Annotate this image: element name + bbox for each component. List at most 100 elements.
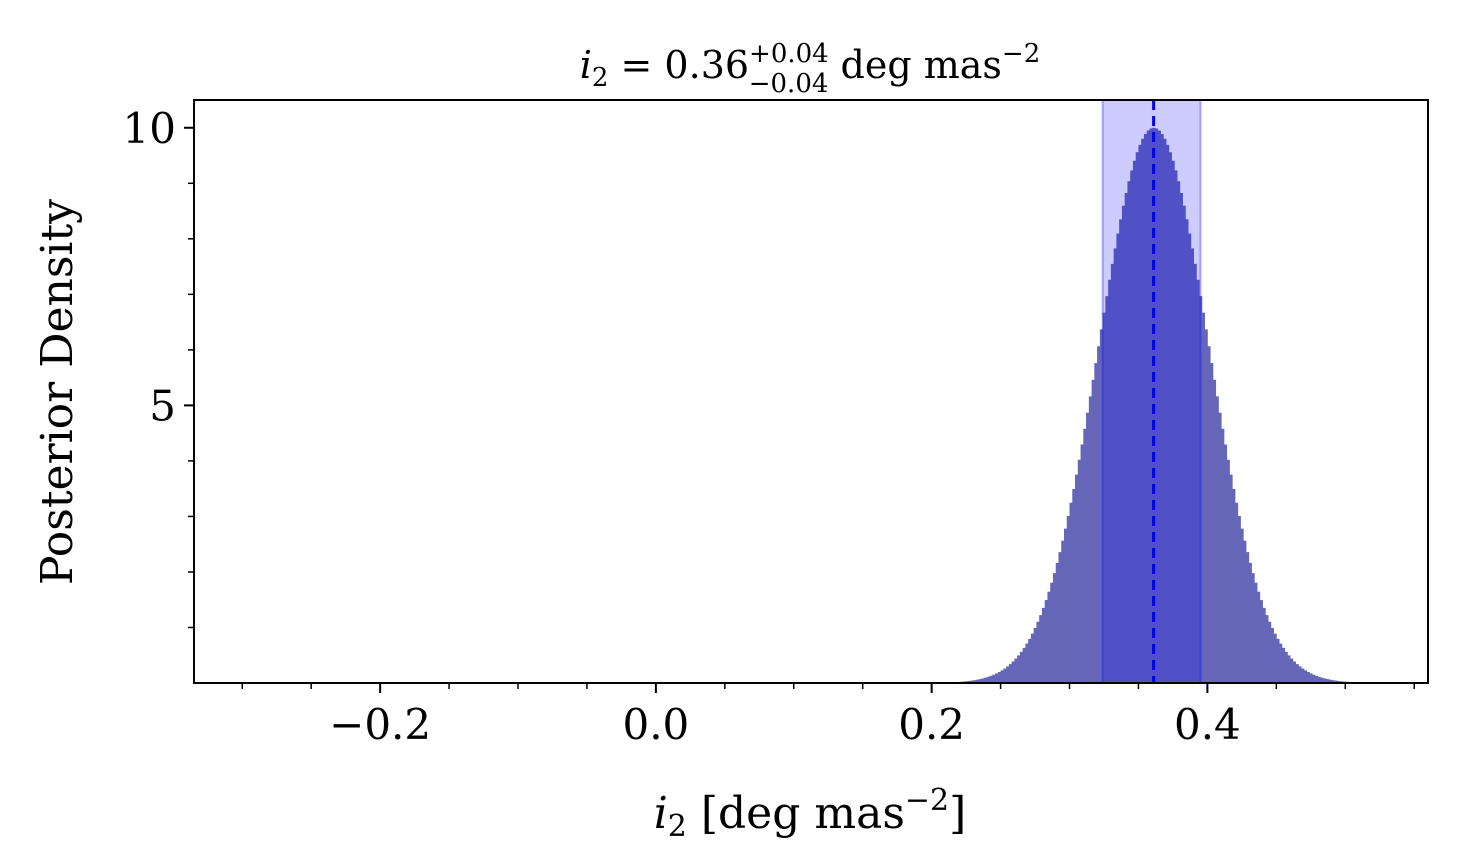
histogram-bar <box>1080 444 1084 683</box>
histogram-bar <box>967 680 971 683</box>
histogram-bar <box>1207 346 1211 683</box>
histogram-bar <box>1174 170 1178 683</box>
histogram-bar <box>1116 233 1120 684</box>
histogram-bar <box>1022 647 1026 683</box>
histogram-bar <box>1196 279 1200 683</box>
histogram-bar <box>1102 312 1106 683</box>
histogram-bar <box>1135 152 1139 683</box>
histogram-bar <box>1309 673 1313 683</box>
histogram-bar <box>1050 582 1054 683</box>
histogram-bar <box>1000 670 1004 683</box>
histogram-bar <box>1110 263 1115 683</box>
histogram-bar <box>1141 138 1145 683</box>
histogram-bar <box>1017 655 1021 683</box>
histogram-bar <box>1146 130 1150 683</box>
histogram-bar <box>1039 615 1043 683</box>
x-tick-label: −0.2 <box>329 700 431 749</box>
histogram-bar <box>1019 651 1024 683</box>
histogram-bar <box>1237 515 1241 683</box>
histogram-bar <box>1171 160 1175 683</box>
axes: −0.2 0.0 0.2 0.4 5 10 <box>123 99 1429 749</box>
histogram-bar <box>1132 160 1137 683</box>
title-var: i <box>580 43 592 87</box>
histogram-bar <box>1328 679 1332 683</box>
title-lo: −0.04 <box>749 69 829 99</box>
histogram-bar <box>1119 219 1123 684</box>
histogram-bar <box>1113 248 1117 683</box>
histogram-bar <box>1008 664 1013 683</box>
histogram-bar <box>1044 600 1048 683</box>
histogram-bar <box>1320 677 1324 683</box>
histogram-bar <box>1193 263 1197 683</box>
title-sub: 2 <box>592 63 609 93</box>
histogram-bar <box>1099 329 1104 683</box>
histogram-bar <box>1177 181 1181 684</box>
histogram-bar <box>1028 638 1032 683</box>
histogram-bar <box>1212 379 1217 683</box>
histogram-bar <box>997 671 1001 683</box>
histogram-bar <box>1229 474 1233 683</box>
x-tick-label: 0.0 <box>622 700 689 749</box>
histogram-bar <box>1166 144 1170 684</box>
histogram-bar <box>1157 130 1161 683</box>
histogram-bar <box>1003 668 1007 683</box>
histogram-bar <box>1215 396 1219 683</box>
histogram-bar <box>986 676 990 683</box>
histogram-bar <box>1334 680 1338 683</box>
histogram-bar <box>1270 627 1274 683</box>
histogram-bar <box>992 674 996 683</box>
histogram-bar <box>1251 573 1255 683</box>
title-unit: deg mas <box>828 43 1002 87</box>
histogram-bar <box>1094 363 1098 683</box>
histogram-bar <box>1218 412 1222 683</box>
histogram-bar <box>1262 607 1266 683</box>
histogram-bar <box>1323 678 1327 683</box>
histogram-bar <box>1033 627 1037 683</box>
histogram-bar <box>1221 428 1225 683</box>
x-tick-label: 0.4 <box>1174 700 1241 749</box>
histogram-bar <box>1273 633 1277 683</box>
histogram-bar <box>981 678 985 683</box>
histogram-bar <box>1337 680 1341 683</box>
histogram-bar <box>1105 296 1109 683</box>
histogram-bar <box>1259 600 1263 683</box>
x-tick-label: 0.2 <box>898 700 965 749</box>
histogram-bar <box>1199 296 1203 683</box>
chart-title: i2 = 0.36+0.04 −0.04 deg mas−2 <box>580 39 1041 99</box>
title-eq: = 0.36 <box>608 43 749 87</box>
xlabel-unit: [deg mas <box>687 788 905 839</box>
plot-area <box>931 127 1374 684</box>
histogram-bar <box>1179 193 1183 683</box>
title-unit-exp: −2 <box>1002 39 1040 69</box>
histogram-bar <box>995 673 999 683</box>
histogram-bar <box>1061 540 1065 683</box>
histogram-bar <box>1088 396 1092 683</box>
histogram-bar <box>1325 679 1330 683</box>
histogram-bar <box>1055 562 1059 683</box>
histogram-bar <box>1268 621 1272 683</box>
histogram-bar <box>973 680 977 683</box>
histogram-bar <box>1168 152 1172 683</box>
histogram-bar <box>1257 591 1261 683</box>
histogram-bar <box>1077 459 1081 683</box>
histogram-bar <box>1058 552 1062 683</box>
histogram-bar <box>1130 170 1134 683</box>
histogram-bar <box>1160 133 1164 684</box>
histogram-bar <box>1303 670 1308 683</box>
y-axis-label: Posterior Density <box>32 199 83 585</box>
histogram-bar <box>1066 515 1070 683</box>
credible-interval-layer <box>1101 100 1202 683</box>
histogram-bar <box>1317 676 1321 683</box>
histogram-bar <box>970 680 974 683</box>
xlabel-var: i <box>654 788 668 839</box>
histogram-bar <box>1287 655 1291 683</box>
xlabel-unit-exp: −2 <box>905 783 949 818</box>
histogram-bar <box>1014 658 1018 683</box>
histogram-bar <box>1075 474 1079 683</box>
histogram-bar <box>984 677 988 683</box>
histogram-bar <box>1108 279 1112 683</box>
histogram-bar <box>1006 666 1010 683</box>
histogram-bar <box>1121 205 1126 683</box>
histogram-bar <box>1279 643 1283 683</box>
histogram-bar <box>1083 428 1087 683</box>
